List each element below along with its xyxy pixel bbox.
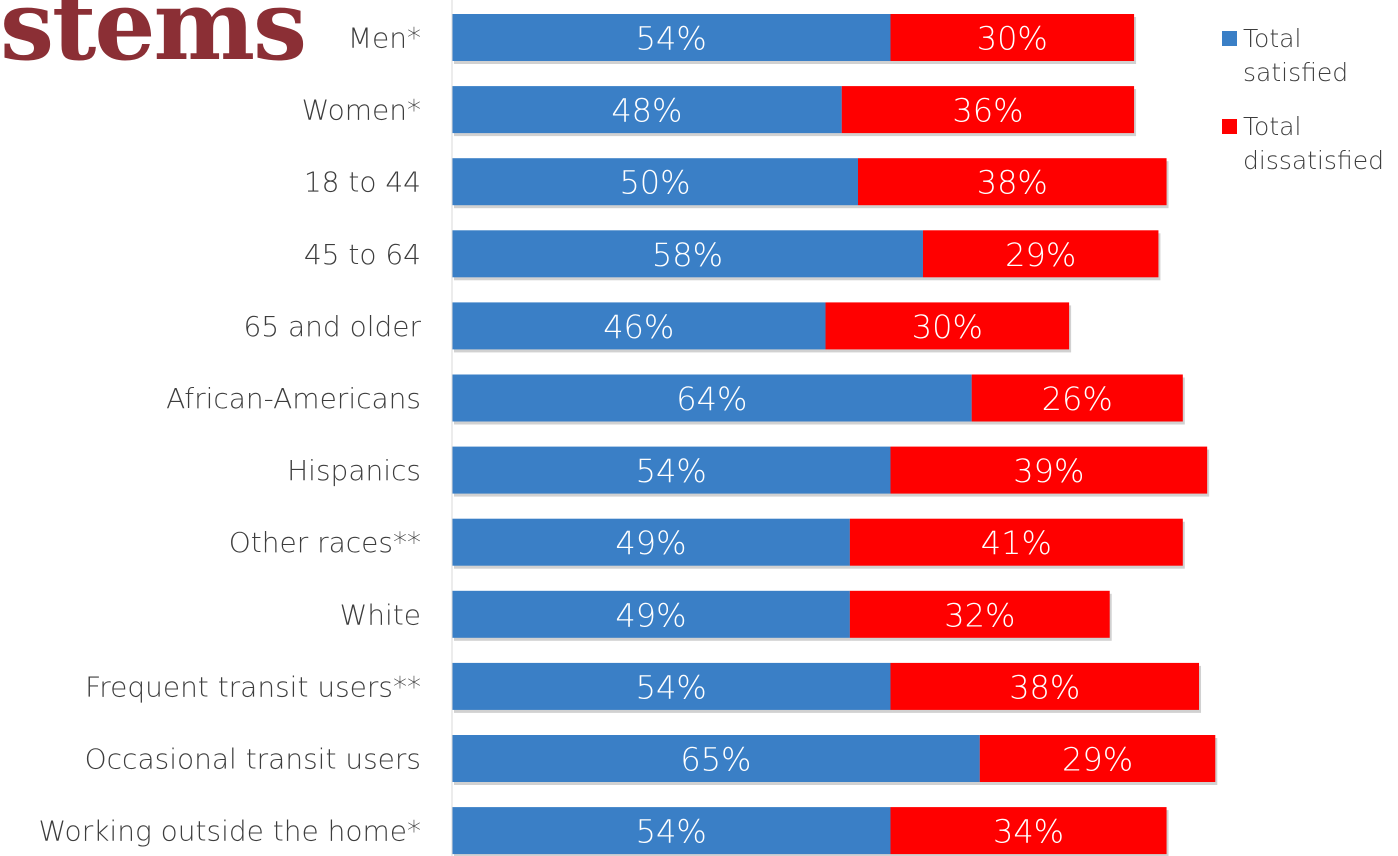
data-label-satisfied: 54% <box>636 20 707 58</box>
data-label-dissatisfied: 26% <box>1042 380 1113 418</box>
data-label-dissatisfied: 30% <box>977 20 1048 58</box>
data-label-satisfied: 54% <box>636 668 707 706</box>
bar-satisfied <box>452 86 842 134</box>
legend-item-dissatisfied: Total dissatisfied <box>1222 110 1398 178</box>
legend-label-satisfied: Total satisfied <box>1243 24 1349 87</box>
bar-dissatisfied <box>858 158 1167 206</box>
legend-swatch-dissatisfied <box>1222 119 1237 134</box>
data-label-dissatisfied: 30% <box>912 308 983 346</box>
bar-dissatisfied <box>849 590 1110 638</box>
data-label-satisfied: 54% <box>636 813 707 851</box>
bar-dissatisfied <box>979 735 1216 782</box>
bar-dissatisfied <box>971 374 1183 422</box>
category-label: Other races** <box>229 526 421 559</box>
data-label-dissatisfied: 38% <box>977 164 1048 202</box>
bar-satisfied <box>452 446 891 494</box>
bar-satisfied <box>452 735 980 782</box>
bar-dissatisfied <box>849 518 1183 566</box>
category-label: Men* <box>348 22 421 55</box>
category-label: Frequent transit users** <box>85 670 421 703</box>
category-label: 45 to 64 <box>304 238 421 271</box>
data-label-dissatisfied: 41% <box>981 524 1052 562</box>
bar-satisfied <box>452 662 891 710</box>
data-label-dissatisfied: 29% <box>1005 236 1076 274</box>
data-label-satisfied: 50% <box>619 164 690 202</box>
bar-satisfied <box>452 807 891 855</box>
legend-item-satisfied: Total satisfied <box>1222 22 1398 90</box>
category-label: Hispanics <box>287 454 421 487</box>
bar-dissatisfied <box>825 302 1070 350</box>
data-label-satisfied: 46% <box>603 308 674 346</box>
data-label-dissatisfied: 34% <box>993 813 1064 851</box>
data-label-dissatisfied: 29% <box>1062 741 1133 779</box>
category-label: White <box>340 598 421 631</box>
legend-label-dissatisfied: Total dissatisfied <box>1243 112 1384 175</box>
bar-satisfied <box>452 302 826 350</box>
data-label-satisfied: 48% <box>611 92 682 130</box>
bar-dissatisfied <box>922 230 1159 278</box>
category-label: Working outside the home* <box>39 815 421 848</box>
category-label: Occasional transit users <box>85 743 421 776</box>
bar-dissatisfied <box>890 807 1167 855</box>
bar-dissatisfied <box>890 662 1200 710</box>
category-label: African-Americans <box>166 382 421 415</box>
data-label-dissatisfied: 39% <box>1013 452 1084 490</box>
bars-layer: 54% 30% 48% 36% 50% 38% 58% 29% 46% 30% 64% 26% 54% 3… <box>452 14 1218 856</box>
bar-satisfied <box>452 590 850 638</box>
bar-dissatisfied <box>841 86 1135 134</box>
data-label-satisfied: 54% <box>636 452 707 490</box>
bar-dissatisfied <box>890 446 1208 494</box>
legend-swatch-satisfied <box>1222 31 1237 46</box>
bar-dissatisfied <box>890 14 1135 61</box>
category-labels-layer: Men* Women* 18 to 44 45 to 64 65 and older Af… <box>39 22 422 848</box>
data-label-satisfied: 49% <box>615 596 686 634</box>
data-label-satisfied: 65% <box>680 741 751 779</box>
data-label-satisfied: 58% <box>652 236 723 274</box>
data-label-satisfied: 64% <box>676 380 747 418</box>
data-label-dissatisfied: 36% <box>952 92 1023 130</box>
bar-satisfied <box>452 518 850 566</box>
category-label: Women* <box>302 94 421 127</box>
legend: Total satisfied Total dissatisfied <box>1222 22 1398 198</box>
category-label: 18 to 44 <box>304 166 421 199</box>
bar-satisfied <box>452 158 858 206</box>
bar-satisfied <box>452 14 891 61</box>
data-label-dissatisfied: 38% <box>1009 668 1080 706</box>
category-label: 65 and older <box>243 310 421 343</box>
bar-satisfied <box>452 374 972 422</box>
data-label-satisfied: 49% <box>615 524 686 562</box>
title-fragment: stems <box>0 0 307 82</box>
bar-satisfied <box>452 230 923 278</box>
data-label-dissatisfied: 32% <box>944 596 1015 634</box>
